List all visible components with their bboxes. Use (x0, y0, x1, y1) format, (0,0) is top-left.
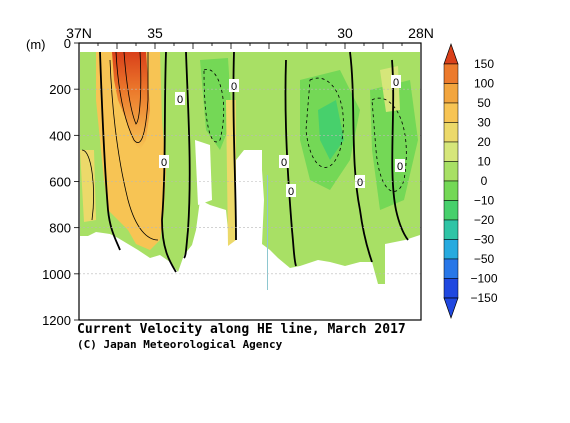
colorbar-label: 50 (477, 96, 491, 110)
colorbar-label: −20 (474, 213, 495, 227)
contour-label-bg (395, 159, 405, 172)
data-gap (195, 140, 212, 205)
contour-label-bg (159, 155, 169, 168)
x-tick-label: 35 (147, 25, 163, 41)
contour-label: 0 (231, 81, 237, 93)
contour (305, 77, 344, 168)
colorbar-label: 0 (481, 174, 488, 188)
plot-area: 0 0 0 0 0 0 0 0 (78, 42, 422, 321)
colorbar-segment (443, 258, 459, 279)
x-tick-label: 28N (408, 25, 434, 41)
zero-contour (183, 51, 191, 259)
y-tick-label: 200 (49, 82, 71, 97)
contour (123, 51, 142, 125)
contour-label: 0 (288, 186, 294, 198)
colorbar-segment (443, 122, 459, 143)
colorbar-label: 100 (474, 77, 494, 91)
warm-patch (80, 150, 96, 222)
contour (115, 51, 149, 143)
colorbar-label: −10 (474, 194, 495, 208)
y-tick-label: 800 (49, 221, 71, 236)
zero-contour (99, 51, 121, 251)
cool-patch (318, 100, 344, 160)
colorbar-segment (443, 239, 459, 260)
y-tick-label: 400 (49, 128, 71, 143)
y-tick-label: 1200 (42, 313, 71, 328)
x-tick-label: 30 (337, 25, 353, 41)
contour (81, 149, 94, 221)
colorbar-segment (443, 278, 459, 299)
contour (109, 59, 159, 241)
zero-contour (391, 59, 409, 241)
contour-label-bg (175, 92, 185, 105)
colorbar-label: 20 (477, 135, 491, 149)
contour (371, 97, 407, 192)
colorbar-segment (443, 63, 459, 84)
contour-label: 0 (397, 161, 403, 173)
zero-contour (161, 51, 177, 273)
colorbar-segment (443, 141, 459, 162)
colorbar-arrow-bottom (443, 297, 459, 320)
x-axis: 37N 35 30 28N (66, 25, 434, 49)
grid-lines (79, 88, 421, 275)
contour-lines (81, 51, 409, 273)
colorbar-label: −30 (474, 233, 495, 247)
colorbar-label: 150 (474, 57, 494, 71)
y-axis-label: (m) (26, 37, 46, 52)
contour-label-bg (279, 155, 289, 168)
colorbar-label: −100 (470, 272, 497, 286)
contour-label-bg (286, 184, 296, 197)
colorbar-label: −50 (474, 252, 495, 266)
colorbar-segment (443, 180, 459, 201)
colorbar-segment (443, 200, 459, 221)
colorbar-segment (443, 219, 459, 240)
cool-patch (370, 80, 418, 210)
contour-label: 0 (393, 77, 399, 89)
contour-label: 0 (281, 157, 287, 169)
data-gap (246, 150, 262, 248)
y-tick-label: 600 (49, 175, 71, 190)
colorbar-label: 10 (477, 155, 491, 169)
y-tick-label: 0 (64, 36, 71, 51)
x-tick-label: 37N (66, 25, 92, 41)
contour-label-bg (229, 79, 239, 92)
colorbar-arrow-top (443, 42, 459, 65)
colorbar-segment (443, 102, 459, 123)
gap-line (267, 175, 268, 290)
colorbar-segment (443, 161, 459, 182)
zero-contour (232, 51, 237, 241)
zero-contour (284, 59, 297, 267)
colorbar-label: −150 (470, 291, 497, 305)
colorbar-segment (443, 83, 459, 104)
colorbar-label: 30 (477, 116, 491, 130)
contour-label-bg (391, 75, 401, 88)
y-axis: 0 200 400 600 800 1000 1200 (42, 36, 79, 328)
chart-title: Current Velocity along HE line, March 20… (77, 322, 406, 337)
contour-label: 0 (357, 177, 363, 189)
contour-label: 0 (161, 157, 167, 169)
contour (203, 69, 224, 143)
contour-label: 0 (177, 94, 183, 106)
y-tick-label: 1000 (42, 267, 71, 282)
credit-text: (C) Japan Meteorological Agency (77, 338, 283, 351)
